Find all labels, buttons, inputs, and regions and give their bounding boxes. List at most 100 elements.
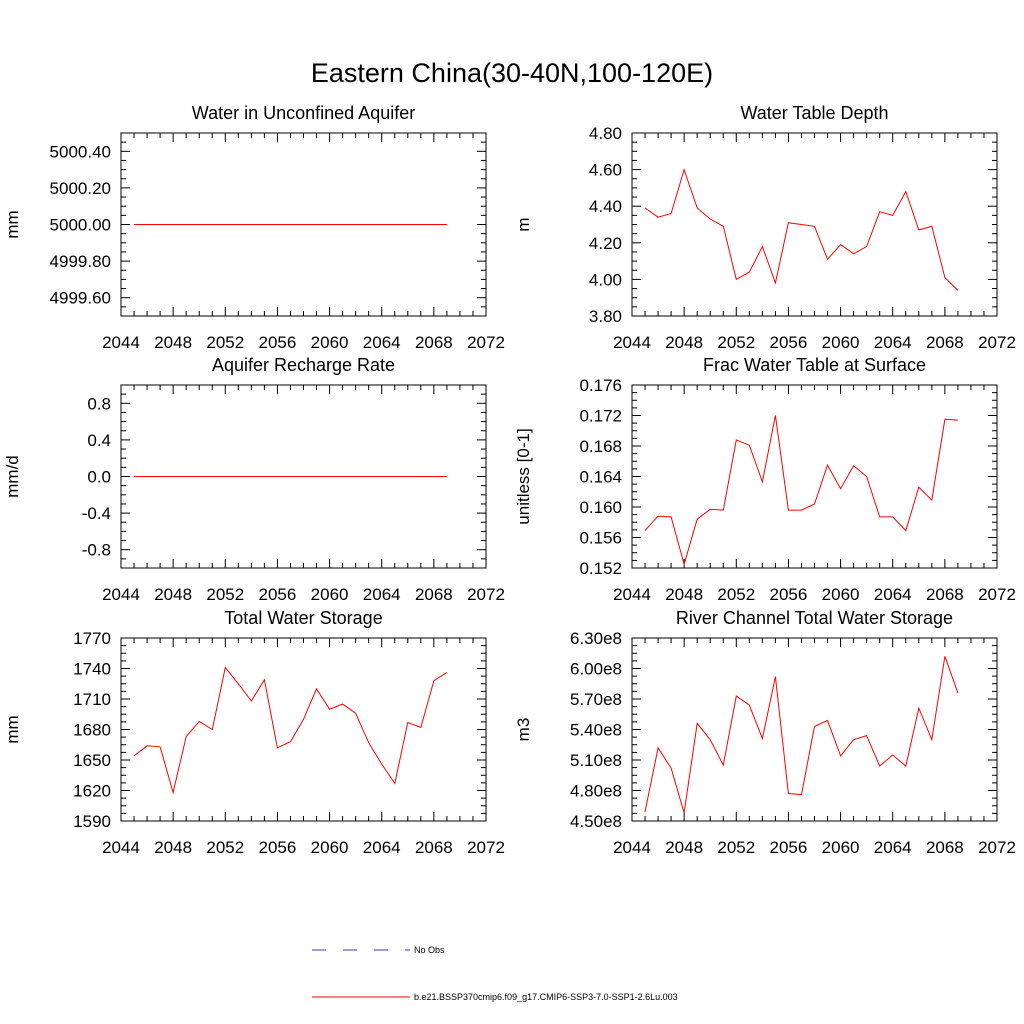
panel-6: River Channel Total Water Storage 2044 204… <box>514 608 1016 857</box>
panel-title: Total Water Storage <box>224 608 382 628</box>
x-tick-label: 2072 <box>978 838 1016 857</box>
y-tick-label: 6.00e8 <box>570 660 622 679</box>
series-line <box>644 167 959 291</box>
x-tick-label: 2044 <box>613 585 651 604</box>
x-tick-label: 2060 <box>822 333 860 352</box>
figure-title: Eastern China(30-40N,100-120E) <box>311 58 713 88</box>
x-tick-label: 2052 <box>717 333 755 352</box>
panel-title: Water in Unconfined Aquifer <box>192 103 415 123</box>
x-tick-label: 2048 <box>665 333 703 352</box>
y-axis-label: mm/d <box>3 455 22 498</box>
x-tick-label: 2048 <box>154 585 192 604</box>
y-tick-label: 5.70e8 <box>570 690 622 709</box>
x-tick-label: 2072 <box>978 585 1016 604</box>
y-tick-label: 0.168 <box>579 437 622 456</box>
y-tick-label: 5000.40 <box>50 142 111 161</box>
y-tick-label: 4.00 <box>589 270 622 289</box>
y-tick-label: 5.40e8 <box>570 721 622 740</box>
x-tick-label: 2044 <box>102 333 140 352</box>
y-tick-label: 0.176 <box>579 376 622 395</box>
y-tick-label: 0.164 <box>579 468 622 487</box>
y-axis-label: m <box>514 217 533 231</box>
y-tick-label: 1620 <box>73 782 111 801</box>
x-tick-label: 2068 <box>926 333 964 352</box>
x-tick-label: 2060 <box>311 838 349 857</box>
y-tick-label: 3.80 <box>589 307 622 326</box>
x-tick-label: 2064 <box>363 585 401 604</box>
y-tick-label: 5000.20 <box>50 179 111 198</box>
panel-title: Aquifer Recharge Rate <box>212 355 395 375</box>
plot-frame <box>631 384 998 569</box>
x-tick-label: 2052 <box>206 333 244 352</box>
x-tick-label: 2060 <box>822 585 860 604</box>
x-tick-label: 2068 <box>926 585 964 604</box>
y-tick-label: 5000.00 <box>50 216 111 235</box>
y-tick-label: 4.80e8 <box>570 782 622 801</box>
x-tick-label: 2048 <box>665 585 703 604</box>
x-tick-label: 2056 <box>259 333 297 352</box>
y-tick-label: 4.20 <box>589 234 622 253</box>
x-tick-label: 2072 <box>467 585 505 604</box>
legend: No Obs b.e21.BSSP370cmip6.f09_g17.CMIP6-S… <box>312 945 678 1002</box>
panel-4: Frac Water Table at Surface 2044 2048 2052 2… <box>514 355 1016 604</box>
x-tick-label: 2068 <box>415 838 453 857</box>
panel-5: Total Water Storage 2044 2048 2052 2056 2060 2… <box>3 608 505 857</box>
panel-title: River Channel Total Water Storage <box>676 608 953 628</box>
x-tick-label: 2048 <box>154 333 192 352</box>
y-tick-label: 4999.60 <box>50 289 111 308</box>
y-tick-label: 1680 <box>73 721 111 740</box>
x-tick-label: 2056 <box>259 585 297 604</box>
y-tick-label: 0.4 <box>87 431 111 450</box>
x-tick-label: 2044 <box>613 838 651 857</box>
y-tick-label: 1770 <box>73 629 111 648</box>
series-line <box>644 415 958 567</box>
y-tick-label: 4.60 <box>589 161 622 180</box>
y-tick-label: 1710 <box>73 690 111 709</box>
x-tick-label: 2072 <box>467 838 505 857</box>
x-tick-label: 2052 <box>206 585 244 604</box>
x-tick-label: 2068 <box>415 333 453 352</box>
x-tick-label: 2044 <box>102 585 140 604</box>
x-tick-label: 2064 <box>874 838 912 857</box>
x-tick-label: 2056 <box>259 838 297 857</box>
y-tick-label: 4.40 <box>589 197 622 216</box>
x-tick-label: 2064 <box>363 333 401 352</box>
x-tick-label: 2068 <box>926 838 964 857</box>
plot-frame <box>120 637 487 822</box>
x-tick-label: 2052 <box>717 838 755 857</box>
legend-label-1: No Obs <box>414 945 445 955</box>
y-tick-label: 4999.80 <box>50 252 111 271</box>
panel-title: Water Table Depth <box>740 103 888 123</box>
y-tick-label: 4.50e8 <box>570 812 622 831</box>
x-tick-label: 2064 <box>874 585 912 604</box>
y-tick-label: 4.80 <box>589 124 622 143</box>
plot-frame <box>631 132 998 317</box>
x-tick-label: 2060 <box>311 333 349 352</box>
panel-1: Water in Unconfined Aquifer 2044 2048 2052 2… <box>3 103 505 352</box>
x-tick-label: 2044 <box>102 838 140 857</box>
x-tick-label: 2044 <box>613 333 651 352</box>
x-tick-label: 2060 <box>822 838 860 857</box>
x-tick-label: 2056 <box>770 333 808 352</box>
x-tick-label: 2048 <box>154 838 192 857</box>
x-tick-label: 2048 <box>665 838 703 857</box>
y-tick-label: 0.160 <box>579 498 622 517</box>
series-line <box>133 666 448 795</box>
y-tick-label: 0.0 <box>87 468 111 487</box>
y-tick-label: 1740 <box>73 660 111 679</box>
legend-label-2: b.e21.BSSP370cmip6.f09_g17.CMIP6-SSP3-7.… <box>414 992 678 1002</box>
y-axis-label: m3 <box>514 718 533 742</box>
x-tick-label: 2052 <box>717 585 755 604</box>
x-tick-label: 2072 <box>467 333 505 352</box>
y-tick-label: 0.152 <box>579 559 622 578</box>
y-tick-label: 6.30e8 <box>570 629 622 648</box>
y-tick-label: 0.156 <box>579 529 622 548</box>
y-tick-label: 1650 <box>73 751 111 770</box>
y-tick-label: -0.4 <box>82 504 111 523</box>
x-tick-label: 2068 <box>415 585 453 604</box>
y-tick-label: 5.10e8 <box>570 751 622 770</box>
x-tick-label: 2060 <box>311 585 349 604</box>
x-tick-label: 2056 <box>770 585 808 604</box>
y-tick-label: 0.8 <box>87 394 111 413</box>
y-tick-label: 0.172 <box>579 407 622 426</box>
